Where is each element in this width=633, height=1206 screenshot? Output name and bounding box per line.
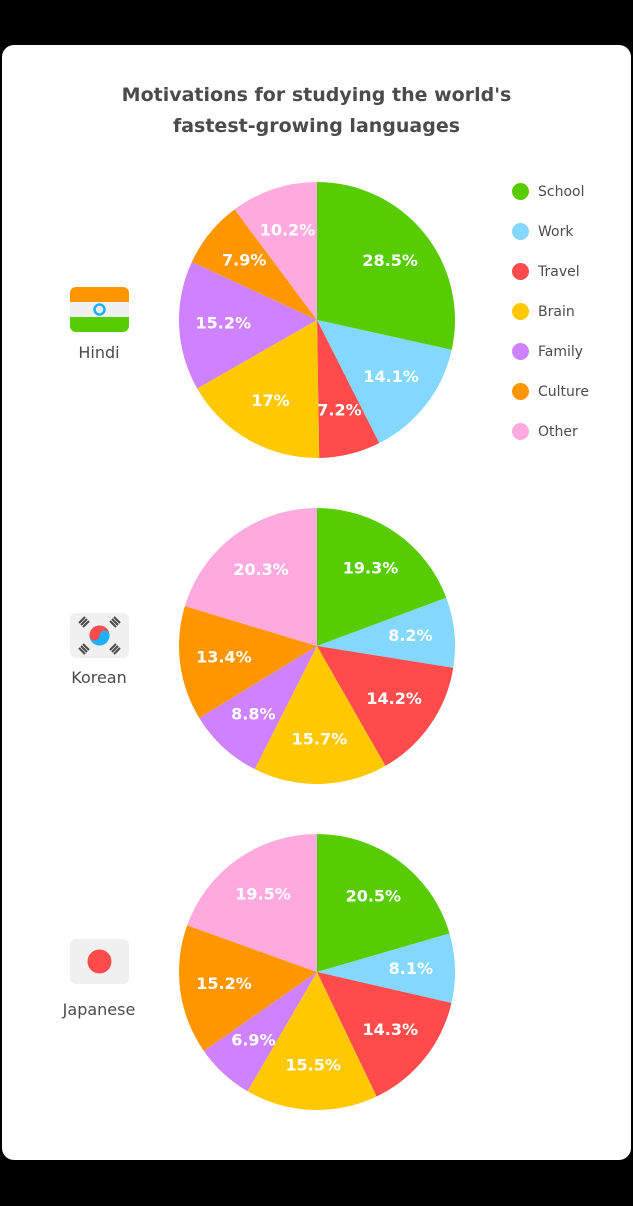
legend-label-other: Other (538, 424, 578, 440)
pie-slice-korean-brain (254, 646, 386, 785)
pie-slice-japanese-travel (317, 972, 452, 1097)
legend-swatch-work (512, 223, 529, 240)
pie-label-japanese-travel: 14.3% (362, 1020, 418, 1039)
pie-slice-hindi-work (317, 320, 452, 444)
pie-label-japanese-brain: 15.5% (285, 1055, 341, 1074)
legend-label-brain: Brain (538, 304, 575, 320)
pie-label-hindi-family: 15.2% (195, 313, 251, 332)
pie-label-japanese-culture: 15.2% (196, 974, 252, 993)
india-flag-icon (70, 287, 129, 332)
pie-label-hindi-work: 14.1% (363, 367, 419, 386)
legend-label-work: Work (538, 224, 574, 240)
pie-label-japanese-work: 8.1% (389, 959, 433, 978)
chart-title-line-2: fastest-growing languages (172, 115, 461, 137)
legend-swatch-travel (512, 263, 529, 280)
pie-slice-korean-other (184, 508, 317, 646)
pie-label-hindi-travel: 7.2% (317, 401, 361, 420)
pie-slice-hindi-other (234, 182, 317, 320)
pie-slice-korean-culture (178, 606, 317, 718)
pie-slice-japanese-family (203, 972, 317, 1092)
pie-label-hindi-other: 10.2% (260, 220, 316, 239)
pie-label-korean-family: 8.8% (231, 704, 275, 723)
language-label-japanese: Japanese (62, 1000, 136, 1019)
language-label-korean: Korean (71, 668, 127, 687)
pie-slice-japanese-work (317, 933, 455, 1003)
legend-swatch-culture (512, 383, 529, 400)
pie-slice-korean-school (317, 508, 447, 646)
legend-swatch-school (512, 183, 529, 200)
korea-flag-icon (70, 613, 129, 658)
pie-label-hindi-culture: 7.9% (222, 250, 266, 269)
pie-slice-hindi-school (317, 182, 455, 350)
legend-swatch-other (512, 423, 529, 440)
legend-label-family: Family (538, 344, 584, 360)
pie-slice-japanese-culture (179, 925, 317, 1051)
pie-chart-hindi: 28.5% 14.1%7.2% 17% 15.2% 7.9% 10.2% (178, 182, 455, 458)
pie-label-japanese-other: 19.5% (235, 885, 291, 904)
chart-title-line-1: Motivations for studying the world's (121, 84, 512, 106)
pie-slice-hindi-brain (197, 320, 320, 458)
japan-flag-icon (70, 939, 129, 984)
legend-label-culture: Culture (538, 384, 589, 400)
language-label-hindi: Hindi (78, 343, 120, 362)
pie-slice-korean-work (317, 597, 455, 668)
legend-label-travel: Travel (538, 264, 580, 280)
pie-slice-hindi-family (178, 261, 317, 389)
pie-label-hindi-school: 28.5% (362, 251, 418, 270)
pie-label-korean-school: 19.3% (343, 558, 399, 577)
pie-slice-korean-travel (317, 646, 454, 766)
pie-label-korean-work: 8.2% (388, 626, 432, 645)
legend-label-school: School (538, 184, 585, 200)
legend-swatch-brain (512, 303, 529, 320)
pie-slice-hindi-culture (191, 209, 317, 320)
pie-label-korean-other: 20.3% (233, 560, 289, 579)
pie-label-hindi-brain: 17% (251, 391, 289, 410)
pie-slice-korean-family (199, 646, 317, 770)
pie-label-japanese-school: 20.5% (346, 886, 402, 905)
pie-slice-japanese-other (187, 834, 317, 972)
pie-slice-japanese-school (317, 834, 450, 972)
pie-label-korean-brain: 15.7% (292, 729, 348, 748)
pie-slice-japanese-brain (247, 972, 377, 1110)
chart-title: Motivations for studying the world's fas… (0, 80, 633, 142)
pie-label-korean-culture: 13.4% (196, 647, 252, 666)
pie-chart-japanese: 20.5% 8.1% 14.3% 15.5% 6.9% 15.2% 19.5% (179, 834, 455, 1110)
pie-label-japanese-family: 6.9% (231, 1031, 275, 1050)
legend-swatch-family (512, 343, 529, 360)
pie-slice-hindi-travel (317, 320, 380, 458)
pie-label-korean-travel: 14.2% (366, 689, 422, 708)
pie-chart-korean: 19.3% 8.2% 14.2% 15.7% 8.8% 13.4% 20.3% (178, 508, 455, 785)
